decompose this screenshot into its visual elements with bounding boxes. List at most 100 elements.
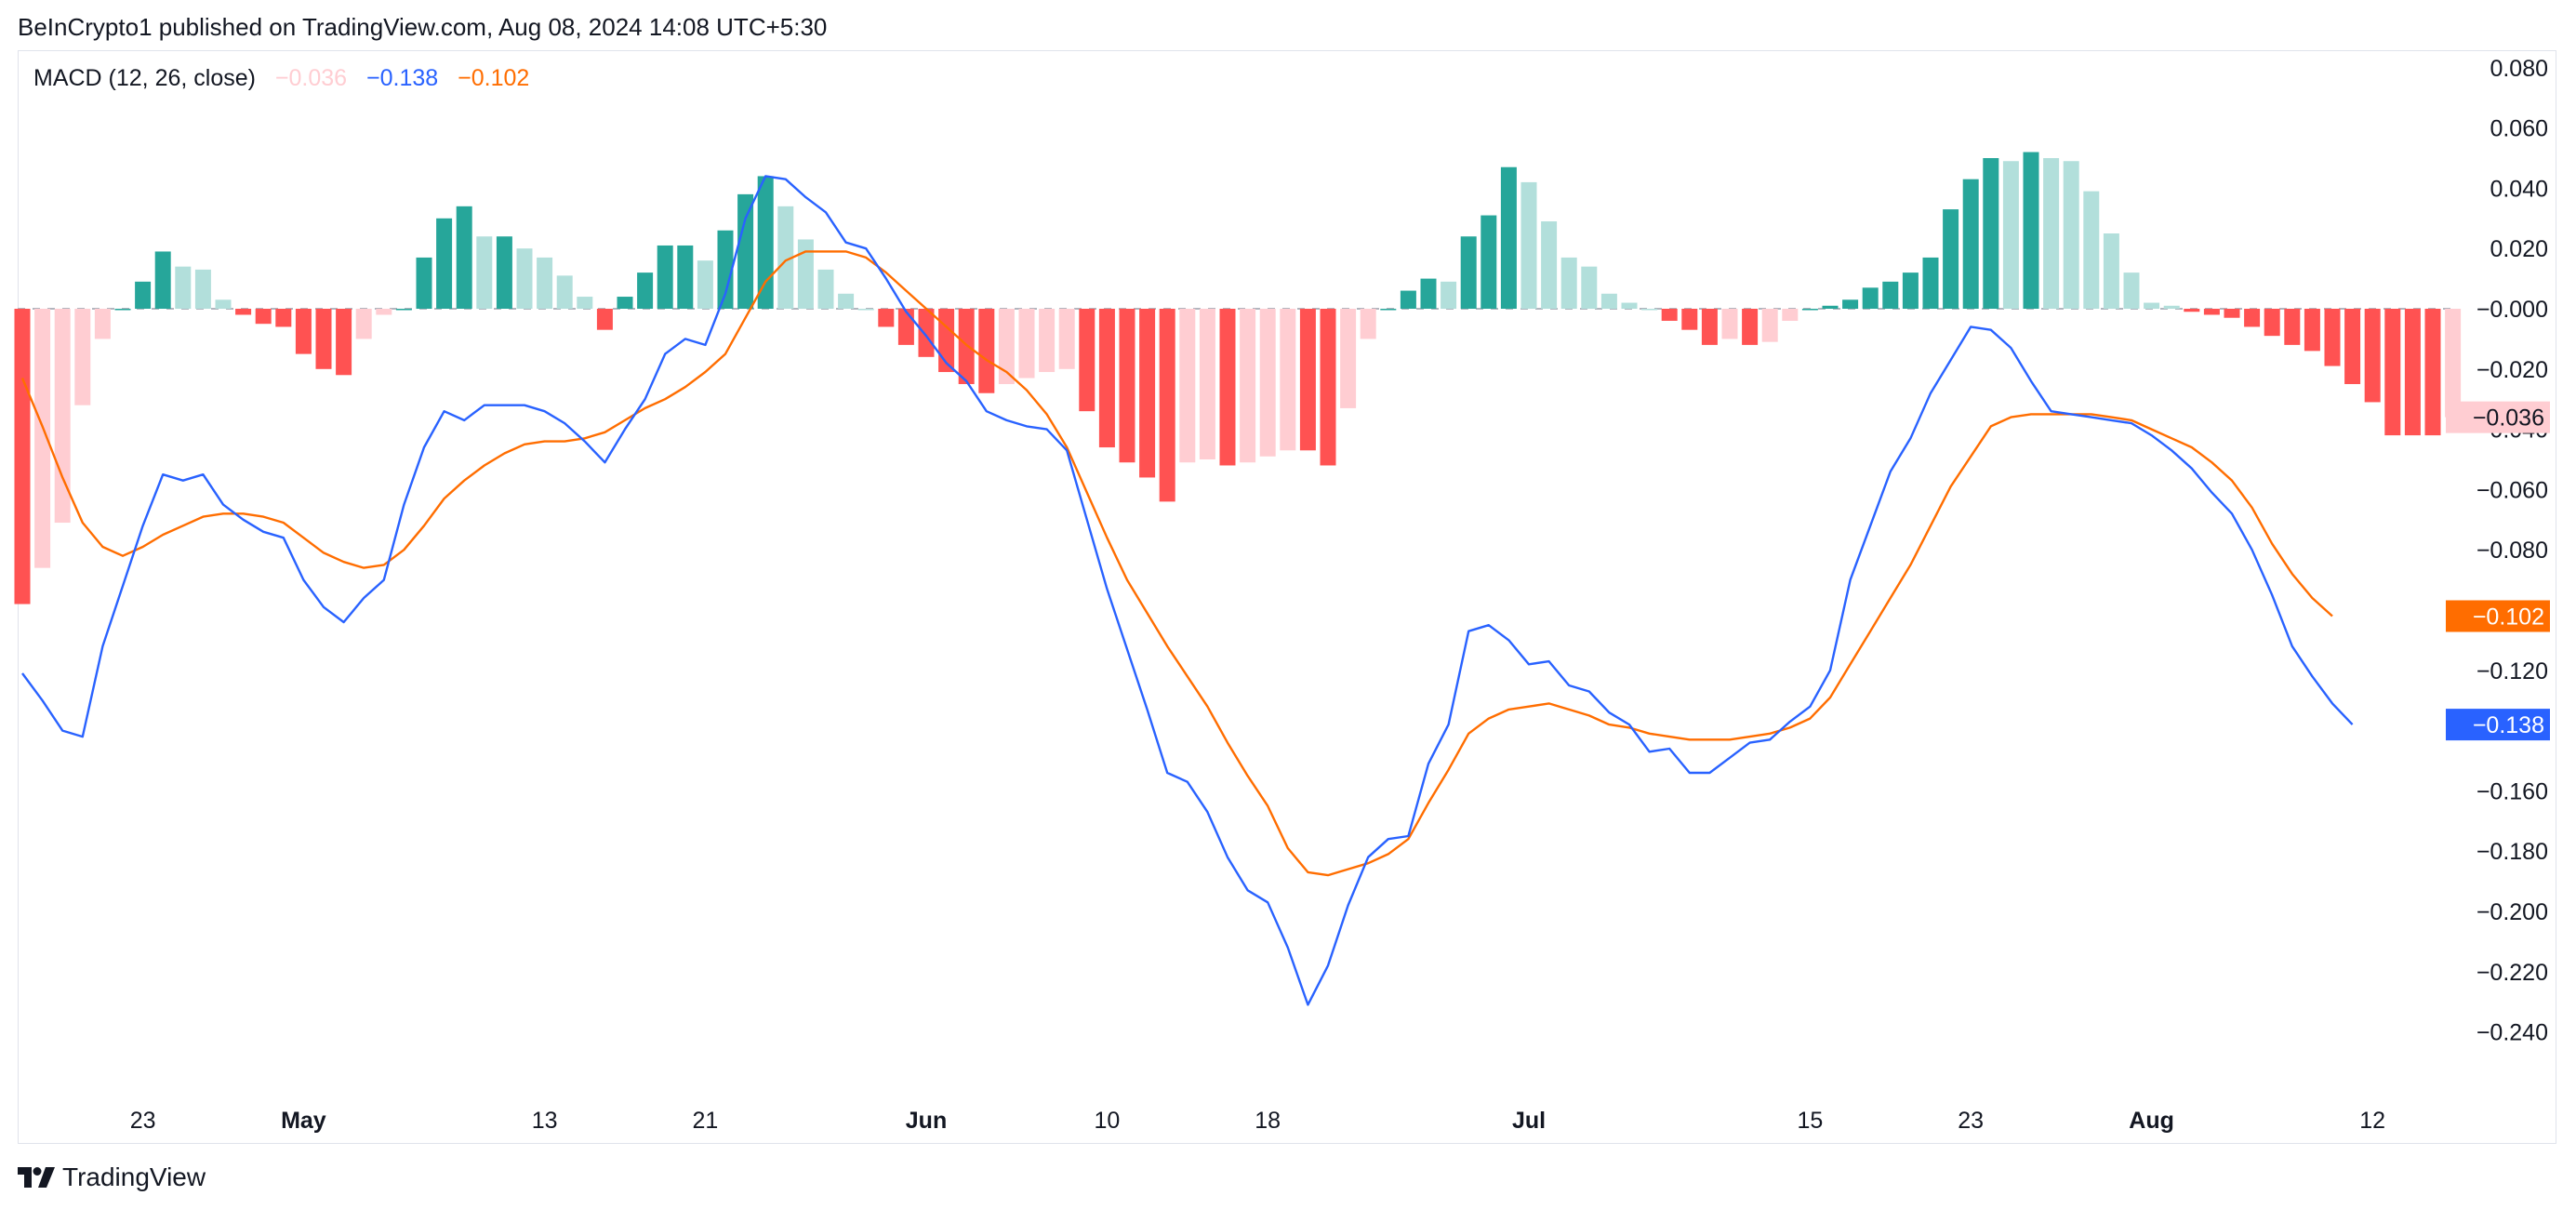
- histogram-bar: [717, 230, 734, 309]
- histogram-bar: [2424, 309, 2441, 436]
- x-tick-label: 21: [692, 1108, 718, 1134]
- histogram-bar: [1560, 257, 1577, 309]
- histogram-bar: [1621, 302, 1638, 309]
- histogram-bar: [1742, 309, 1759, 345]
- histogram-bar: [918, 309, 935, 357]
- histogram-bar: [1600, 293, 1617, 309]
- histogram-bar: [1882, 281, 1899, 309]
- histogram-bar: [2123, 272, 2140, 309]
- histogram-bar: [1039, 309, 1056, 373]
- histogram-bar: [998, 309, 1015, 384]
- histogram-bar: [757, 176, 774, 309]
- histogram-bar: [2404, 309, 2421, 436]
- y-tick-label: −0.180: [2476, 839, 2548, 865]
- y-tick-label: −0.160: [2476, 778, 2548, 804]
- macd-value-label: −0.138: [2473, 712, 2544, 738]
- histogram-bar: [2304, 309, 2320, 352]
- y-tick-label: 0.040: [2490, 176, 2548, 202]
- histogram-bar: [1058, 309, 1075, 369]
- footer-brand: TradingView: [62, 1162, 206, 1191]
- x-tick-label: 12: [2359, 1108, 2385, 1134]
- histogram-bar: [2043, 158, 2060, 309]
- histogram-bar: [1179, 309, 1196, 463]
- histogram-bar: [94, 309, 111, 339]
- histogram-bar: [516, 248, 533, 309]
- y-tick-label: −0.060: [2476, 477, 2548, 503]
- histogram-bar: [355, 309, 372, 339]
- legend-macd-value: −0.138: [366, 65, 439, 91]
- histogram-bar: [1240, 309, 1256, 463]
- histogram-bar: [74, 309, 91, 405]
- histogram-value-label-bg: [2446, 401, 2550, 433]
- histogram-bar: [958, 309, 975, 384]
- histogram-bar: [1962, 179, 1979, 309]
- histogram-bar: [1259, 309, 1276, 457]
- histogram-bar: [395, 309, 412, 311]
- histogram-bar: [1922, 257, 1939, 309]
- published-caption: BeInCrypto1 published on TradingView.com…: [18, 13, 828, 41]
- x-tick-label: 15: [1797, 1108, 1823, 1134]
- legend-signal-value: −0.102: [458, 65, 530, 91]
- footer[interactable]: TradingView: [18, 1162, 206, 1192]
- histogram-bar: [2364, 309, 2381, 403]
- histogram-bar: [1581, 266, 1598, 309]
- histogram-bar: [2324, 309, 2341, 366]
- histogram-bar: [215, 299, 232, 309]
- histogram-bar: [416, 257, 432, 309]
- histogram-bar: [2002, 161, 2019, 309]
- histogram-bar: [1460, 236, 1477, 309]
- histogram-bar: [1801, 309, 1818, 311]
- histogram-bar: [275, 309, 292, 327]
- histogram-bar: [14, 309, 31, 604]
- histogram-bar: [235, 309, 252, 315]
- y-tick-label: 0.020: [2490, 236, 2548, 262]
- histogram-bar: [617, 297, 633, 309]
- histogram-bar: [2063, 161, 2079, 309]
- histogram-bar: [577, 297, 593, 309]
- histogram-bar: [1018, 309, 1035, 379]
- histogram-bar: [436, 218, 453, 309]
- y-tick-label: −0.000: [2476, 297, 2548, 323]
- y-tick-label: 0.080: [2490, 56, 2548, 82]
- macd-line: [21, 175, 2354, 1006]
- y-tick-label: −0.020: [2476, 357, 2548, 383]
- y-tick-label: −0.200: [2476, 899, 2548, 925]
- y-tick-label: −0.240: [2476, 1020, 2548, 1046]
- indicator-legend[interactable]: MACD (12, 26, close) −0.036 −0.138 −0.10…: [33, 65, 542, 92]
- histogram-bar: [1481, 215, 1497, 309]
- signal-line: [20, 250, 2333, 877]
- histogram-bar: [1500, 166, 1517, 309]
- histogram-bar: [2023, 152, 2039, 309]
- histogram-bar: [1079, 309, 1095, 412]
- histogram-bar: [2445, 309, 2462, 418]
- histogram-bar: [1943, 209, 1959, 309]
- histogram-value-label: −0.036: [2473, 405, 2544, 432]
- histogram-bar: [777, 206, 794, 309]
- histogram-bar: [1400, 290, 1416, 309]
- y-tick-label: −0.120: [2476, 658, 2548, 684]
- histogram-bar: [878, 309, 895, 327]
- histogram-bar: [1441, 281, 1457, 309]
- histogram-bar: [838, 293, 855, 309]
- histogram-bar: [1842, 299, 1859, 309]
- histogram-bar: [1320, 309, 1336, 466]
- histogram-bar: [1641, 309, 1658, 311]
- histogram-bar: [897, 309, 914, 345]
- histogram-bar: [1701, 309, 1718, 345]
- histogram-bar: [2203, 309, 2220, 315]
- histogram-bar: [1822, 305, 1839, 309]
- histogram-bar: [2384, 309, 2401, 436]
- histogram-bar: [978, 309, 995, 393]
- x-tick-label: 13: [532, 1108, 558, 1134]
- histogram-bar: [456, 206, 472, 309]
- histogram-bar: [1280, 309, 1296, 451]
- histogram-bar: [596, 309, 613, 330]
- histogram-bar: [1119, 309, 1135, 463]
- histogram-bar: [1098, 309, 1115, 448]
- tradingview-logo-icon: [18, 1167, 55, 1188]
- legend-histogram-value: −0.036: [274, 65, 348, 91]
- histogram-bar: [677, 245, 694, 309]
- histogram-bar: [1299, 309, 1316, 451]
- histogram-bar: [2244, 309, 2261, 327]
